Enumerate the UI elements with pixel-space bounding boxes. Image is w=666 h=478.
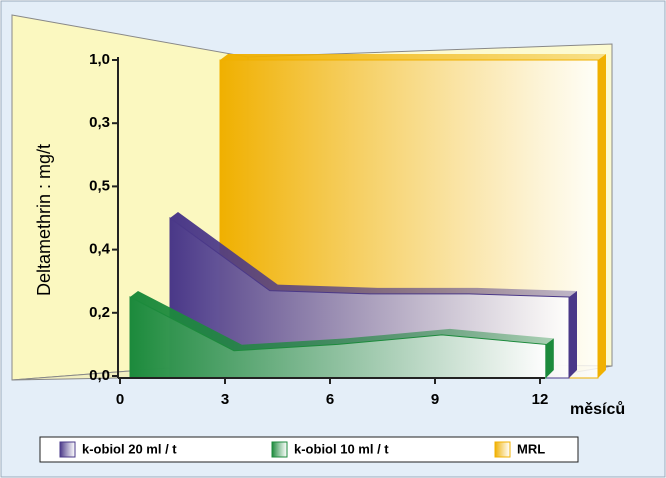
area-side [569, 291, 577, 378]
legend-label: MRL [517, 441, 545, 456]
area-side [598, 54, 606, 378]
legend-label: k-obiol 20 ml / t [82, 441, 177, 456]
legend [39, 436, 579, 463]
legend-swatch [271, 441, 288, 458]
area [129, 296, 547, 379]
x-tick-label: 6 [326, 391, 334, 408]
y-tick-label: 0,5 [89, 177, 110, 194]
x-axis-title: měsíců [570, 401, 625, 418]
x-tick-label: 0 [116, 391, 124, 408]
y-tick-label: 0,3 [89, 114, 110, 131]
x-tick-label: 9 [431, 391, 439, 408]
y-tick-label: 1,0 [89, 51, 110, 68]
y-tick-label: 0,0 [89, 367, 110, 384]
y-axis-title: Deltamethrin : mg/t [34, 144, 54, 296]
legend-swatch [494, 441, 511, 458]
area-side [545, 338, 554, 378]
x-tick-label: 3 [221, 391, 229, 408]
legend-label: k-obiol 10 ml / t [294, 441, 389, 456]
y-tick-label: 0,4 [89, 241, 111, 258]
area-top [220, 54, 606, 60]
y-tick-label: 0,2 [89, 304, 110, 321]
area-top [130, 291, 554, 351]
x-tick-label: 12 [532, 391, 549, 408]
legend-swatch [59, 441, 76, 458]
